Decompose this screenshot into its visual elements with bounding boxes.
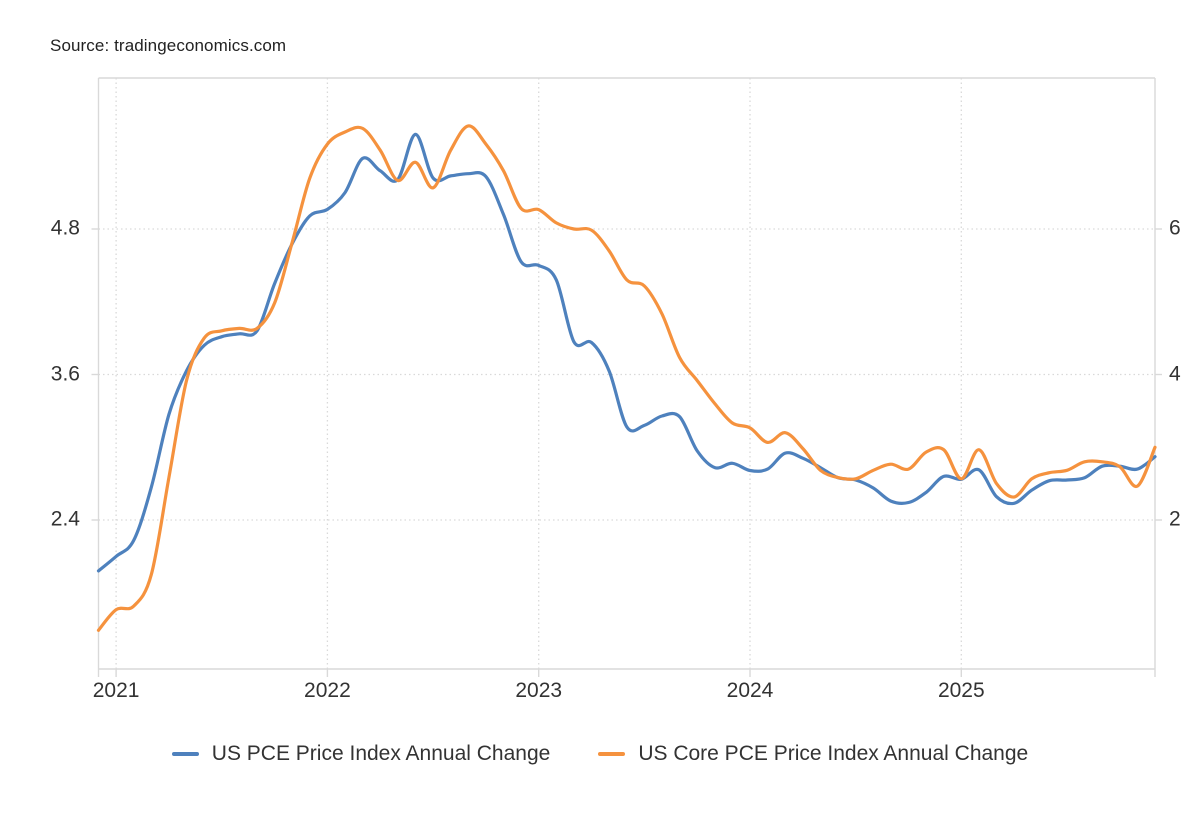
legend-label-pce: US PCE Price Index Annual Change — [211, 742, 551, 765]
left-axis-label: 2.4 — [50, 507, 80, 531]
x-axis-label: 2021 — [92, 679, 140, 702]
right-axis-label: 2 — [1169, 507, 1181, 531]
source-text: Source: tradingeconomics.com — [50, 36, 287, 55]
core-pce-line-swatch — [598, 751, 626, 757]
legend-item-core-pce[interactable]: US Core PCE Price Index Annual Change — [598, 742, 1028, 766]
x-axis-label: 2025 — [937, 679, 985, 702]
left-axis-label: 4.8 — [50, 216, 80, 240]
gridlines — [98, 78, 1155, 669]
right-axis-label: 6 — [1169, 216, 1181, 240]
x-axis-label: 2023 — [515, 679, 563, 702]
plot-frame — [97, 77, 1156, 677]
axis-ticks — [91, 228, 1162, 677]
series-lines — [96, 124, 1157, 632]
pce-line-swatch — [171, 751, 199, 757]
left-axis-label: 3.6 — [50, 362, 80, 386]
x-axis-label: 2024 — [726, 679, 774, 702]
legend-label-core-pce: US Core PCE Price Index Annual Change — [638, 742, 1029, 765]
x-axis-label: 2022 — [304, 679, 351, 702]
legend-item-pce[interactable]: US PCE Price Index Annual Change — [171, 742, 551, 766]
core-pce-line[interactable] — [96, 124, 1157, 632]
right-axis-label: 4 — [1169, 362, 1181, 386]
pce-line[interactable] — [96, 132, 1157, 573]
legend: US PCE Price Index Annual Change US Core… — [0, 742, 1200, 766]
